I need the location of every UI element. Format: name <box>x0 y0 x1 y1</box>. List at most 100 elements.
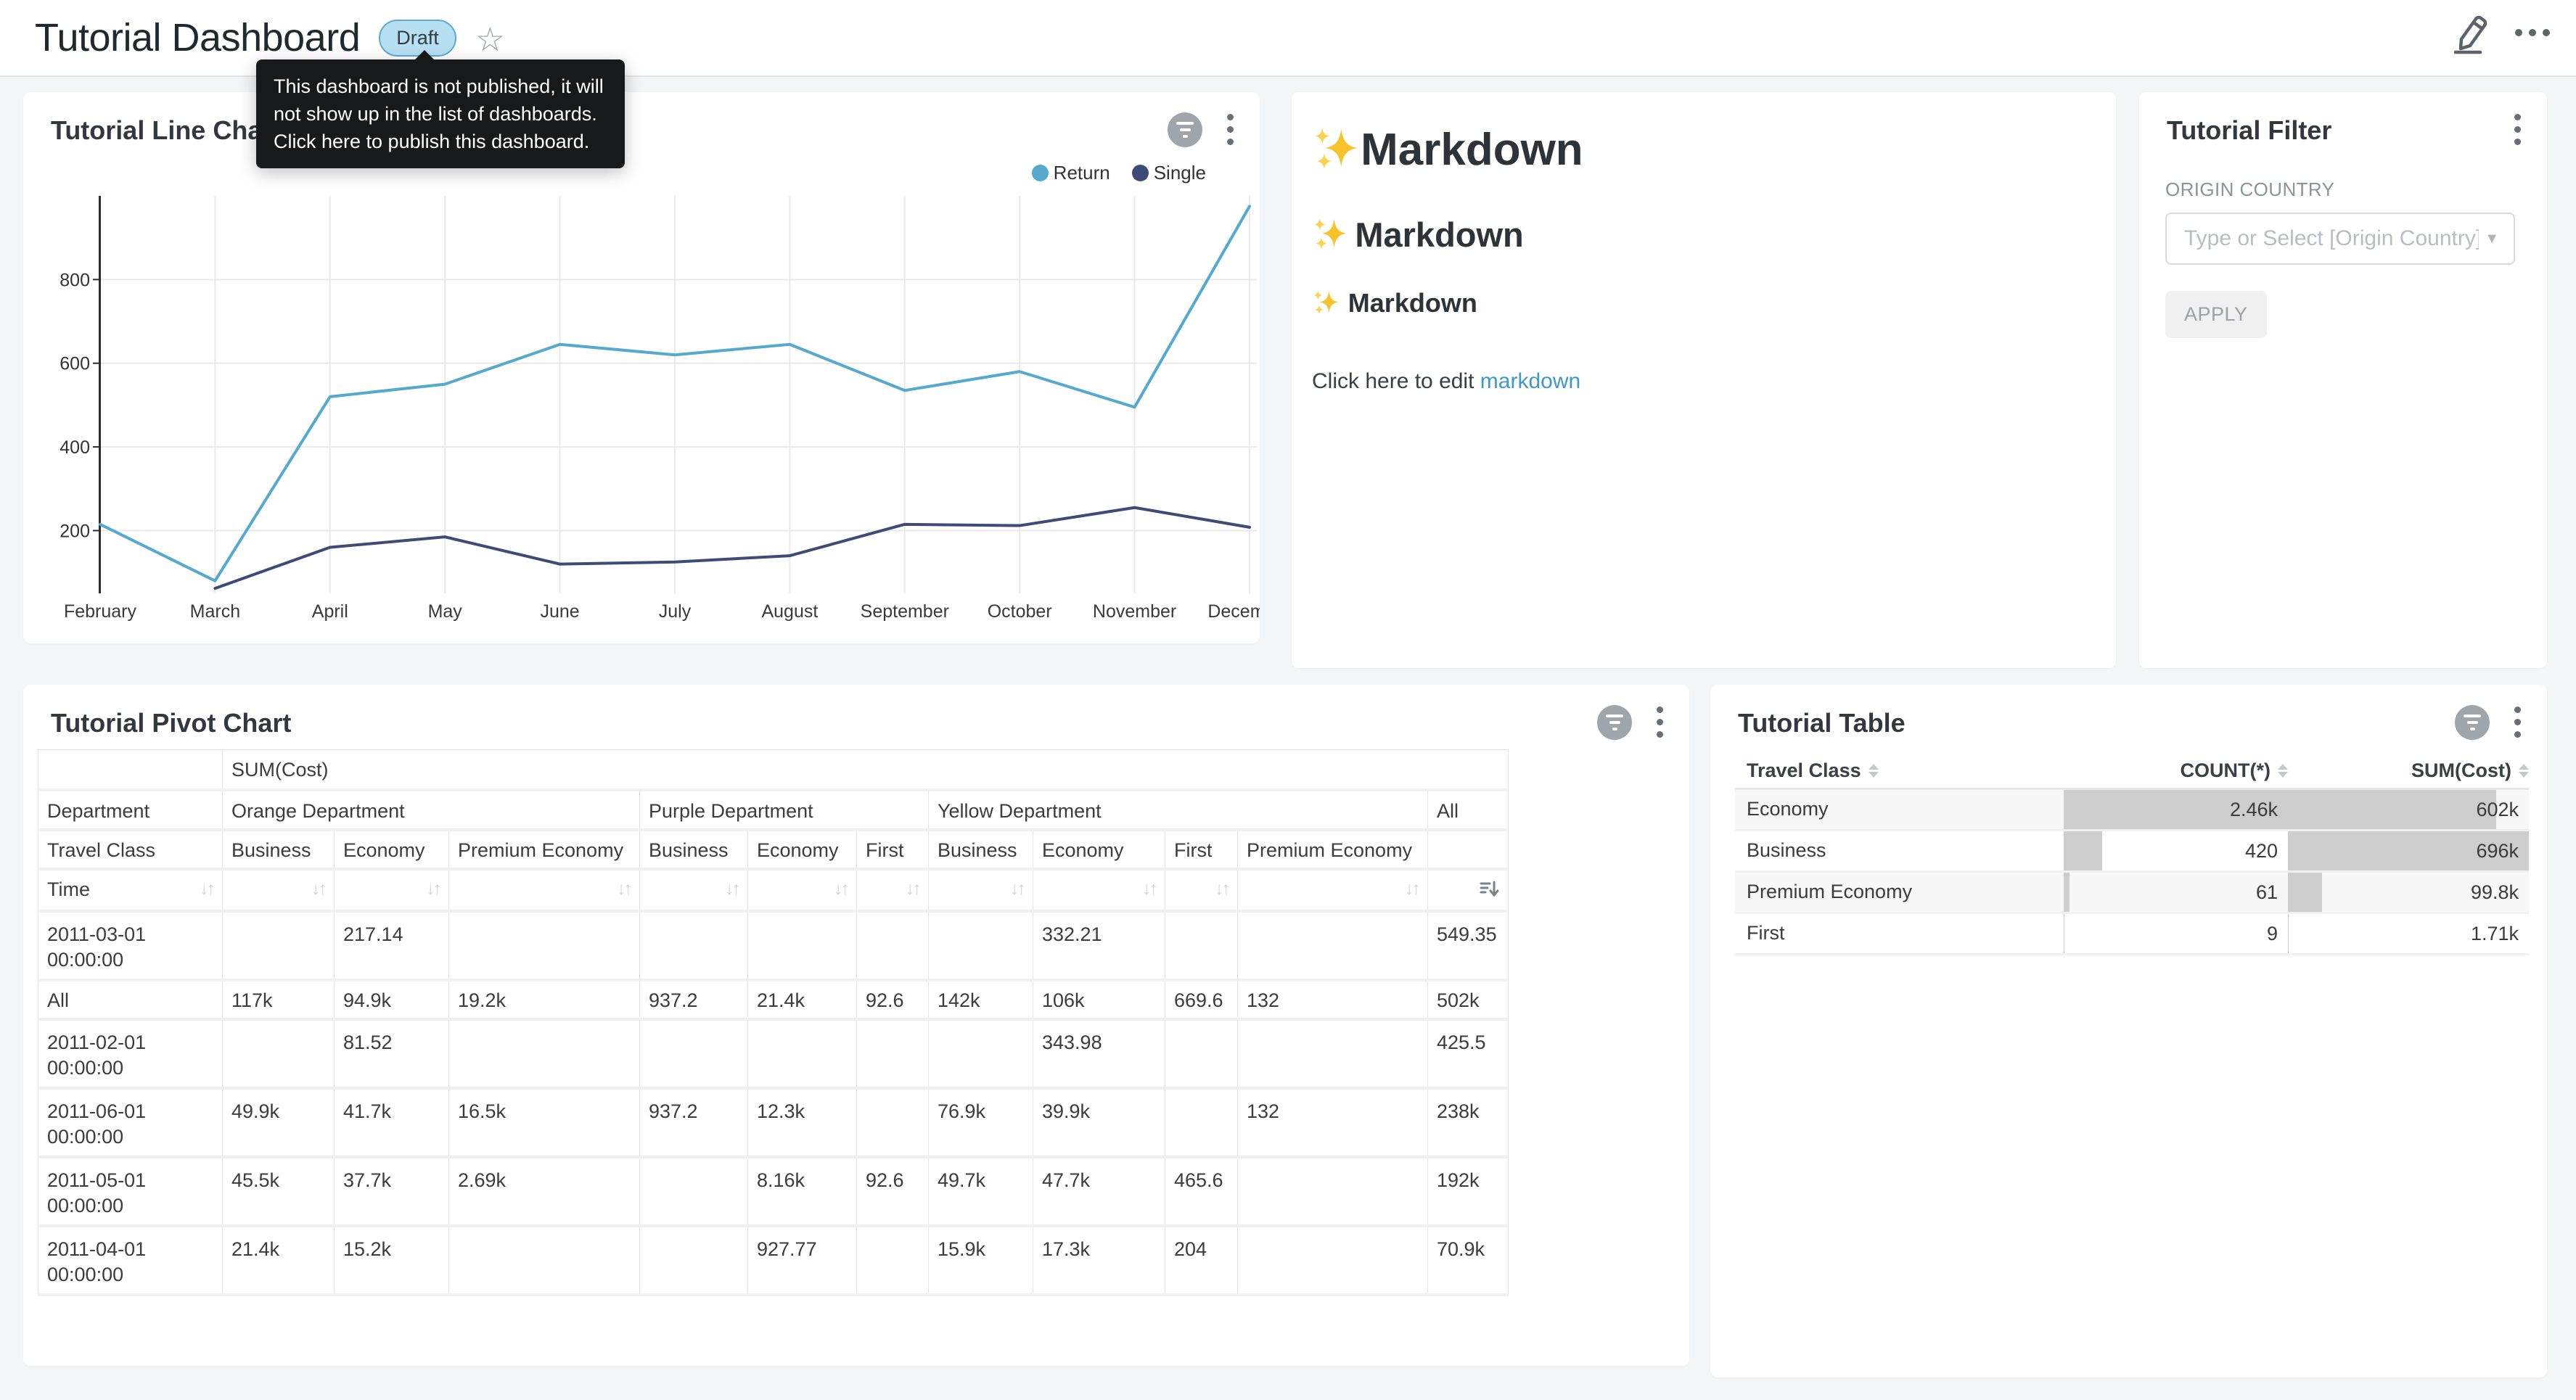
pivot-value-cell: 117k <box>223 980 335 1019</box>
pivot-value-cell <box>929 1019 1033 1088</box>
pivot-value-cell: 465.6 <box>1165 1157 1238 1226</box>
count-cell: 61 <box>2064 871 2288 913</box>
apply-button[interactable]: APPLY <box>2165 291 2267 338</box>
sort-icon[interactable]: ↓↑ <box>1405 878 1419 899</box>
count-cell: 9 <box>2064 913 2288 954</box>
ellipsis-icon[interactable] <box>2515 23 2550 42</box>
table-row: First91.71k <box>1735 913 2529 954</box>
cell-value: 99.8k <box>2288 873 2529 912</box>
sort-icon[interactable]: ↓↑ <box>834 878 848 899</box>
sort-icon[interactable]: ↓↑ <box>426 878 440 899</box>
pivot-value-cell: 16.5k <box>449 1088 640 1157</box>
pivot-value-cell: 15.2k <box>335 1226 449 1295</box>
pivot-all-header: All <box>1428 790 1509 830</box>
pivot-class-header: Business <box>640 830 748 869</box>
pivot-value-cell: 142k <box>929 980 1033 1019</box>
pivot-dept-header: Yellow Department <box>929 790 1428 830</box>
filter-indicator-icon[interactable] <box>1597 705 1632 740</box>
pivot-value-cell <box>857 1226 929 1295</box>
pivot-value-cell <box>449 1226 640 1295</box>
pivot-value-cell <box>748 1019 857 1088</box>
pivot-row-label: 2011-06-0100:00:00 <box>38 1088 223 1157</box>
pivot-value-cell: 92.6 <box>857 1157 929 1226</box>
table-row: Economy2.46k602k <box>1735 788 2529 830</box>
kebab-menu-icon[interactable] <box>2510 111 2525 148</box>
travel-class-cell: Premium Economy <box>1735 871 2064 913</box>
travel-class-cell: Economy <box>1735 788 2064 830</box>
pivot-row-label: 2011-05-0100:00:00 <box>38 1157 223 1226</box>
pivot-value-cell: 15.9k <box>929 1226 1033 1295</box>
sort-icon[interactable]: ↓↑ <box>617 878 631 899</box>
pivot-value-cell: 21.4k <box>223 1226 335 1295</box>
table-row: Premium Economy6199.8k <box>1735 871 2529 913</box>
sparkles-icon <box>1312 217 1348 252</box>
travel-class-cell: First <box>1735 913 2064 954</box>
legend-item-return[interactable]: Return <box>1032 162 1110 184</box>
sort-descending-icon[interactable] <box>1479 878 1499 904</box>
sort-icon[interactable]: ↓↑ <box>1215 878 1228 899</box>
sort-icon[interactable]: ↓↑ <box>200 878 213 899</box>
markdown-h2: Markdown <box>1312 215 2087 255</box>
edit-pencil-icon[interactable] <box>2451 10 2489 55</box>
legend-item-single[interactable]: Single <box>1132 162 1206 184</box>
column-header-count[interactable]: COUNT(*) <box>2064 754 2288 788</box>
count-cell: 420 <box>2064 830 2288 871</box>
pivot-value-cell <box>449 911 640 980</box>
sort-icon[interactable]: ↓↑ <box>311 878 325 899</box>
favorite-star-icon[interactable]: ☆ <box>475 20 505 56</box>
sparkles-icon <box>1312 126 1359 173</box>
cell-value: 9 <box>2064 914 2288 953</box>
pivot-class-header: First <box>1165 830 1238 869</box>
cell-value: 696k <box>2288 831 2529 870</box>
pivot-value-cell: 217.14 <box>335 911 449 980</box>
tooltip-text: This dashboard is not published, it will… <box>274 75 604 152</box>
svg-text:August: August <box>761 601 818 622</box>
data-table: Travel ClassCOUNT(*)SUM(Cost)Economy2.46… <box>1735 754 2529 955</box>
line-chart-card: Tutorial Line Chart 200400600800February… <box>23 92 1260 643</box>
pivot-row-label: 2011-04-0100:00:00 <box>38 1226 223 1295</box>
data-table-title: Tutorial Table <box>1738 704 1906 738</box>
pivot-time-label: Time↓↑ <box>38 869 223 911</box>
sort-icon[interactable]: ↓↑ <box>725 878 739 899</box>
markdown-h3: Markdown <box>1312 288 2087 318</box>
sum-cell: 602k <box>2288 788 2529 830</box>
kebab-menu-icon[interactable] <box>1652 704 1668 741</box>
pivot-value-cell: 132 <box>1238 1088 1428 1157</box>
filter-card-title: Tutorial Filter <box>2167 111 2331 146</box>
pivot-value-cell: 47.7k <box>1033 1157 1165 1226</box>
pivot-value-cell: 49.7k <box>929 1157 1033 1226</box>
pivot-value-cell: 37.7k <box>335 1157 449 1226</box>
pivot-value-cell: 192k <box>1428 1157 1509 1226</box>
markdown-h2-text: Markdown <box>1355 215 1523 255</box>
count-cell: 2.46k <box>2064 788 2288 830</box>
pivot-chart-title: Tutorial Pivot Chart <box>51 704 291 738</box>
filter-card: Tutorial Filter ORIGIN COUNTRY Type or S… <box>2139 92 2547 668</box>
dashboard-header: Tutorial Dashboard Draft ☆ This dashboar… <box>0 0 2576 77</box>
pivot-value-cell: 49.9k <box>223 1088 335 1157</box>
sparkles-icon <box>1312 289 1340 317</box>
column-header-sum-cost[interactable]: SUM(Cost) <box>2288 754 2529 788</box>
sort-icon[interactable]: ↓↑ <box>1142 878 1156 899</box>
sort-icon[interactable]: ↓↑ <box>1010 878 1024 899</box>
pivot-sort-cell: ↓↑ <box>640 869 748 911</box>
pivot-value-cell: 8.16k <box>748 1157 857 1226</box>
sort-icon[interactable]: ↓↑ <box>906 878 919 899</box>
pivot-value-cell: 343.98 <box>1033 1019 1165 1088</box>
markdown-link[interactable]: markdown <box>1480 369 1580 393</box>
pivot-class-header: Business <box>929 830 1033 869</box>
pivot-value-cell <box>1238 1226 1428 1295</box>
pivot-value-cell: 92.6 <box>857 980 929 1019</box>
filter-indicator-icon[interactable] <box>2455 705 2490 740</box>
origin-country-select[interactable]: Type or Select [Origin Country] ▼ <box>2165 213 2515 265</box>
svg-text:March: March <box>190 601 240 622</box>
sort-caret-icon <box>2519 764 2529 778</box>
pivot-value-cell: 12.3k <box>748 1088 857 1157</box>
page-title: Tutorial Dashboard <box>35 15 360 60</box>
pivot-value-cell: 332.21 <box>1033 911 1165 980</box>
pivot-table: SUM(Cost)DepartmentOrange DepartmentPurp… <box>38 749 1509 1296</box>
pivot-value-cell <box>748 911 857 980</box>
svg-text:December: December <box>1207 601 1260 622</box>
cell-value: 2.46k <box>2064 790 2288 829</box>
kebab-menu-icon[interactable] <box>2510 704 2525 741</box>
column-header-travel-class[interactable]: Travel Class <box>1735 754 2064 788</box>
